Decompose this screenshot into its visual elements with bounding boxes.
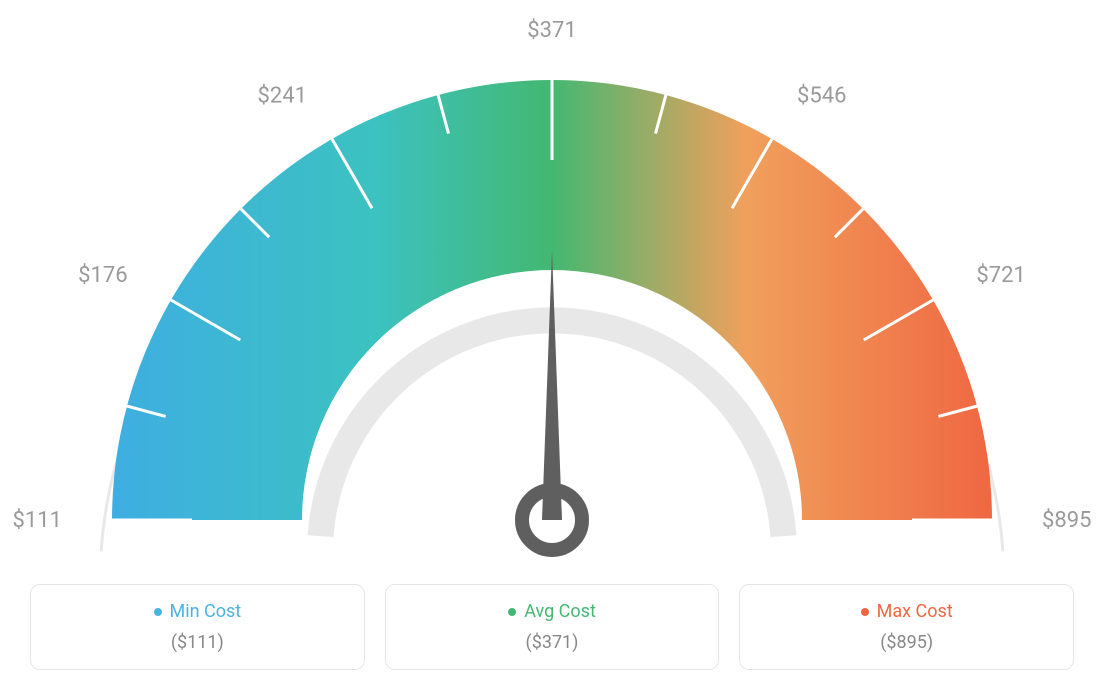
legend-card-min: Min Cost ($111) bbox=[30, 584, 365, 671]
legend-card-avg: Avg Cost ($371) bbox=[385, 584, 720, 671]
legend-label-max: Max Cost bbox=[861, 601, 953, 622]
legend-dot-avg-icon bbox=[508, 608, 516, 616]
legend-label-avg: Avg Cost bbox=[508, 601, 596, 622]
legend-label-max-text: Max Cost bbox=[877, 601, 953, 622]
legend-value-avg: ($371) bbox=[406, 632, 699, 653]
gauge-tick-label: $371 bbox=[527, 18, 576, 43]
gauge-tick-label: $111 bbox=[13, 508, 62, 533]
gauge-tick-label: $721 bbox=[976, 263, 1025, 288]
legend-dot-max-icon bbox=[861, 608, 869, 616]
legend-value-max: ($895) bbox=[760, 632, 1053, 653]
gauge-tick-label: $546 bbox=[797, 84, 846, 109]
gauge-needle bbox=[542, 250, 562, 520]
legend-row: Min Cost ($111) Avg Cost ($371) Max Cost… bbox=[0, 584, 1104, 671]
gauge-tick-label: $895 bbox=[1042, 508, 1091, 533]
gauge-area: $111 $176 $241 $371 $546 $721 $895 bbox=[0, 0, 1104, 570]
legend-dot-min-icon bbox=[154, 608, 162, 616]
legend-value-min: ($111) bbox=[51, 632, 344, 653]
gauge-chart-container: $111 $176 $241 $371 $546 $721 $895 Min Cost ($… bbox=[0, 0, 1104, 690]
legend-label-min: Min Cost bbox=[154, 601, 242, 622]
legend-label-avg-text: Avg Cost bbox=[524, 601, 596, 622]
gauge-tick-label: $241 bbox=[258, 84, 307, 109]
legend-card-max: Max Cost ($895) bbox=[739, 584, 1074, 671]
gauge-tick-label: $176 bbox=[78, 263, 127, 288]
legend-label-min-text: Min Cost bbox=[170, 601, 242, 622]
